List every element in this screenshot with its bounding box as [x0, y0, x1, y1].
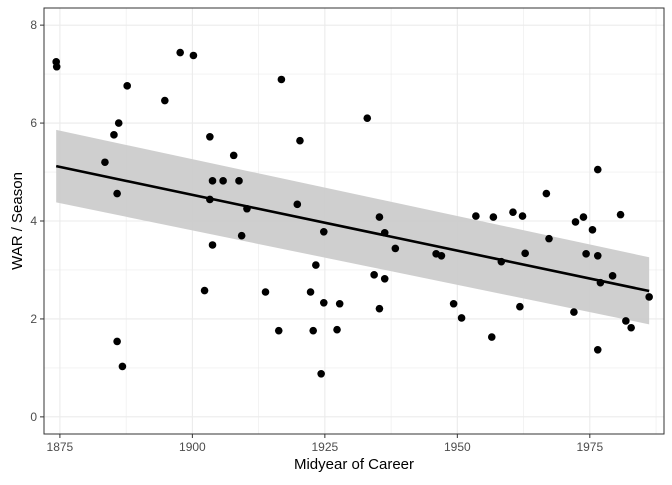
data-point: [261, 288, 270, 296]
data-point: [333, 325, 341, 334]
data-point: [319, 298, 328, 307]
data-point: [317, 369, 325, 378]
data-point: [593, 165, 602, 174]
y-tick-label: 0: [30, 410, 37, 424]
data-point: [189, 51, 198, 60]
data-point: [206, 132, 214, 141]
data-point: [375, 304, 384, 313]
data-point: [487, 333, 496, 341]
data-point: [391, 244, 400, 253]
data-point: [312, 261, 320, 269]
data-point: [542, 189, 551, 198]
data-point: [208, 241, 217, 249]
data-point: [274, 326, 283, 335]
data-point: [593, 345, 602, 354]
data-point: [645, 293, 653, 301]
data-point: [296, 136, 304, 145]
data-point: [579, 213, 588, 221]
data-point: [582, 250, 590, 258]
x-tick-label: 1950: [444, 440, 471, 454]
data-point: [176, 48, 184, 57]
data-point: [208, 177, 217, 185]
data-point: [588, 226, 597, 234]
confidence-band: [56, 129, 650, 325]
y-tick-label: 4: [30, 214, 37, 228]
y-tick-label: 8: [30, 18, 37, 32]
data-point: [472, 212, 480, 220]
data-point: [518, 212, 527, 220]
data-point: [123, 82, 131, 90]
data-point: [437, 251, 446, 260]
data-point: [370, 271, 378, 279]
data-point: [114, 119, 123, 127]
data-point: [309, 326, 317, 335]
data-point: [363, 114, 372, 122]
x-tick-label: 1900: [179, 440, 206, 454]
data-point: [113, 189, 121, 198]
data-point: [110, 131, 118, 139]
data-point: [616, 210, 625, 219]
plot-panel: [43, 7, 665, 435]
data-point: [219, 177, 227, 185]
data-point: [593, 251, 602, 260]
data-point: [627, 323, 635, 332]
data-point: [237, 231, 246, 240]
y-tick-label: 2: [30, 312, 37, 326]
data-point: [306, 288, 315, 296]
data-point: [545, 234, 553, 243]
data-point: [118, 362, 127, 371]
data-point: [570, 308, 578, 316]
x-tick-label: 1875: [47, 440, 74, 454]
x-tick-label: 1975: [576, 440, 603, 454]
data-point: [113, 337, 121, 346]
trend-line: [55, 164, 650, 293]
y-tick-label: 6: [30, 116, 37, 130]
data-point: [516, 302, 524, 311]
data-points: [52, 48, 653, 378]
x-axis: 1875 1900 1925 1950 1975: [47, 434, 603, 454]
y-axis-title: WAR / Season: [9, 172, 26, 270]
data-point: [229, 151, 238, 160]
data-point: [52, 62, 61, 71]
data-point: [622, 317, 630, 325]
data-point: [457, 314, 466, 322]
data-point: [235, 177, 243, 185]
data-point: [380, 274, 389, 283]
x-axis-title: Midyear of Career: [294, 456, 414, 473]
data-point: [293, 200, 302, 209]
data-point: [335, 299, 344, 308]
data-point: [200, 286, 209, 295]
data-point: [375, 213, 384, 221]
data-point: [489, 213, 498, 221]
y-axis: 0 2 4 6 8: [30, 18, 44, 424]
data-point: [608, 272, 617, 280]
data-point: [509, 208, 517, 216]
data-point: [449, 299, 458, 308]
data-point: [161, 96, 169, 105]
data-point: [277, 75, 286, 84]
data-point: [571, 218, 580, 226]
data-point: [319, 227, 328, 236]
data-point: [101, 158, 109, 167]
x-tick-label: 1925: [312, 440, 339, 454]
data-point: [521, 249, 529, 258]
